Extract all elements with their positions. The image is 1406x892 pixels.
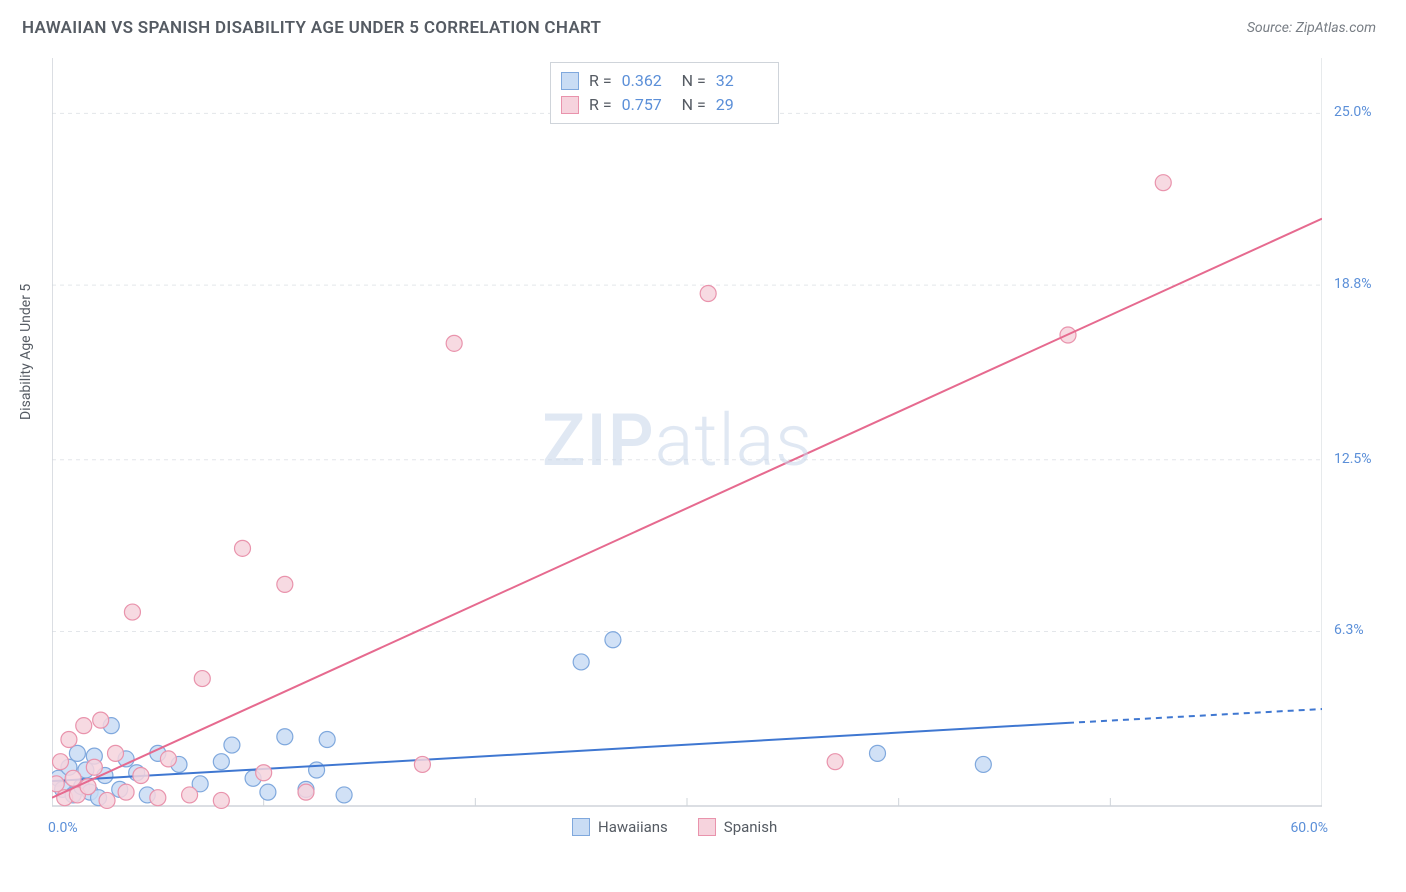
r-label: R = <box>589 93 612 117</box>
scatter-chart <box>52 58 1322 818</box>
legend-swatch <box>561 72 579 90</box>
r-value: 0.362 <box>622 69 672 93</box>
n-label: N = <box>682 69 706 93</box>
x-tick-label: 0.0% <box>48 820 78 836</box>
r-label: R = <box>589 69 612 93</box>
y-tick-label: 18.8% <box>1334 276 1372 292</box>
legend-item: Hawaiians <box>572 818 668 836</box>
legend-swatch <box>561 96 579 114</box>
legend-swatch <box>572 818 590 836</box>
n-value: 29 <box>716 93 766 117</box>
legend-label: Hawaiians <box>598 818 668 836</box>
r-value: 0.757 <box>622 93 672 117</box>
stats-row: R = 0.757 N = 29 <box>561 93 766 117</box>
y-tick-label: 25.0% <box>1334 104 1372 120</box>
legend-swatch <box>698 818 716 836</box>
y-tick-label: 6.3% <box>1334 622 1364 638</box>
n-value: 32 <box>716 69 766 93</box>
stats-row: R = 0.362 N = 32 <box>561 69 766 93</box>
legend-label: Spanish <box>724 818 777 836</box>
correlation-stats-box: R = 0.362 N = 32 R = 0.757 N = 29 <box>550 62 779 124</box>
series-legend: Hawaiians Spanish <box>572 818 777 836</box>
header: HAWAIIAN VS SPANISH DISABILITY AGE UNDER… <box>0 0 1406 48</box>
y-tick-label: 12.5% <box>1334 451 1372 467</box>
y-axis-label: Disability Age Under 5 <box>18 284 34 420</box>
n-label: N = <box>682 93 706 117</box>
x-tick-label: 60.0% <box>1290 820 1328 836</box>
chart-area: ZIPatlas R =0.362N =32R =0.757N =29 Hawa… <box>52 58 1382 828</box>
chart-title: HAWAIIAN VS SPANISH DISABILITY AGE UNDER… <box>22 18 601 38</box>
source-label: Source: ZipAtlas.com <box>1247 20 1376 36</box>
legend-item: Spanish <box>698 818 777 836</box>
